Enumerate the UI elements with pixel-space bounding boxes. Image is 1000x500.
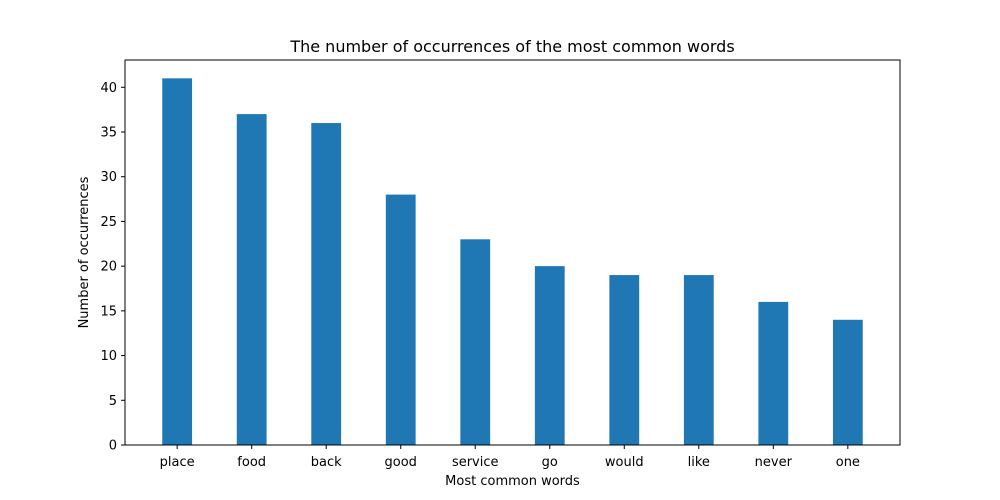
chart-title: The number of occurrences of the most co… [289,37,734,56]
y-tick-label: 35 [100,125,117,140]
y-tick-label: 30 [100,170,117,185]
y-axis: 0 5 10 15 20 25 30 35 40 [100,81,125,454]
x-axis-label: Most common words [445,474,580,489]
bar-place [162,78,193,445]
x-tick-label: service [452,455,499,470]
x-tick-label: place [160,455,195,470]
y-axis-label: Number of occurrences [77,176,92,328]
y-tick-label: 40 [100,81,117,96]
x-tick-label: like [688,455,710,470]
y-tick-label: 15 [100,304,117,319]
y-tick-label: 5 [109,394,117,409]
x-tick-label: food [237,455,266,470]
x-tick-label: one [836,455,860,470]
x-tick-label: never [755,455,793,470]
y-tick-label: 25 [100,215,117,230]
x-tick-label: back [311,455,342,470]
bar-food [236,114,267,446]
x-axis: place food back good service go would like never… [160,445,860,470]
plot-frame [124,59,901,446]
bar-back [311,123,342,446]
bar-service [460,239,491,445]
x-tick-label: go [542,455,558,470]
bars-group [162,78,863,446]
bar-would [609,275,640,445]
bar-never [758,301,789,445]
bar-like [683,275,714,445]
y-tick-label: 20 [100,260,117,275]
y-tick-label: 10 [100,349,117,364]
x-tick-label: would [605,455,644,470]
x-tick-label: good [385,455,417,470]
bar-one [832,319,863,445]
y-tick-label: 0 [109,439,117,454]
bar-go [534,266,565,445]
bar-good [385,194,416,445]
